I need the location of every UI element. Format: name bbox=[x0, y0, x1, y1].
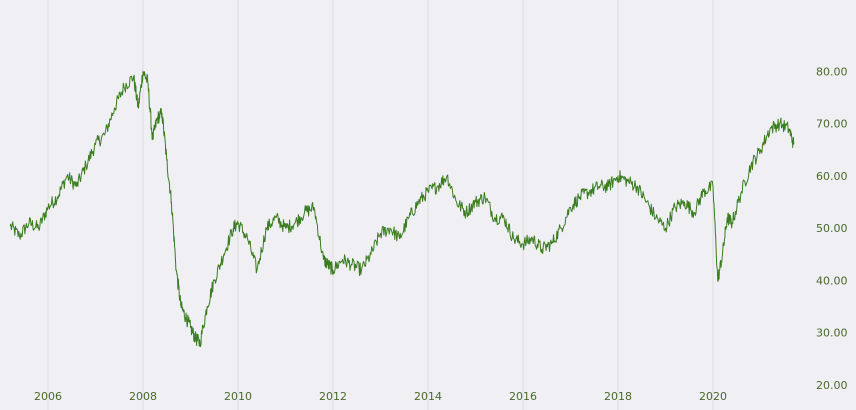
y-tick-label: 20.00 bbox=[816, 379, 848, 392]
y-tick-label: 40.00 bbox=[816, 274, 848, 287]
y-axis: 20.00 30.00 40.00 50.00 60.00 70.00 80.00 bbox=[816, 65, 848, 392]
x-tick-label: 2014 bbox=[414, 390, 442, 403]
series-group bbox=[9, 70, 795, 348]
y-tick-label: 30.00 bbox=[816, 327, 848, 340]
y-tick-label: 80.00 bbox=[816, 65, 848, 78]
x-tick-label: 2012 bbox=[319, 390, 347, 403]
x-axis: 2006 2008 2010 2012 2014 2016 2018 2020 bbox=[34, 390, 727, 403]
y-tick-label: 60.00 bbox=[816, 170, 848, 183]
gridlines bbox=[47, 0, 714, 410]
x-tick-label: 2006 bbox=[34, 390, 62, 403]
x-tick-label: 2016 bbox=[509, 390, 537, 403]
y-tick-label: 70.00 bbox=[816, 118, 848, 131]
x-tick-label: 2020 bbox=[699, 390, 727, 403]
x-tick-label: 2018 bbox=[604, 390, 632, 403]
x-tick-label: 2008 bbox=[129, 390, 157, 403]
y-tick-label: 50.00 bbox=[816, 222, 848, 235]
series-line bbox=[9, 70, 795, 348]
x-tick-label: 2010 bbox=[224, 390, 252, 403]
